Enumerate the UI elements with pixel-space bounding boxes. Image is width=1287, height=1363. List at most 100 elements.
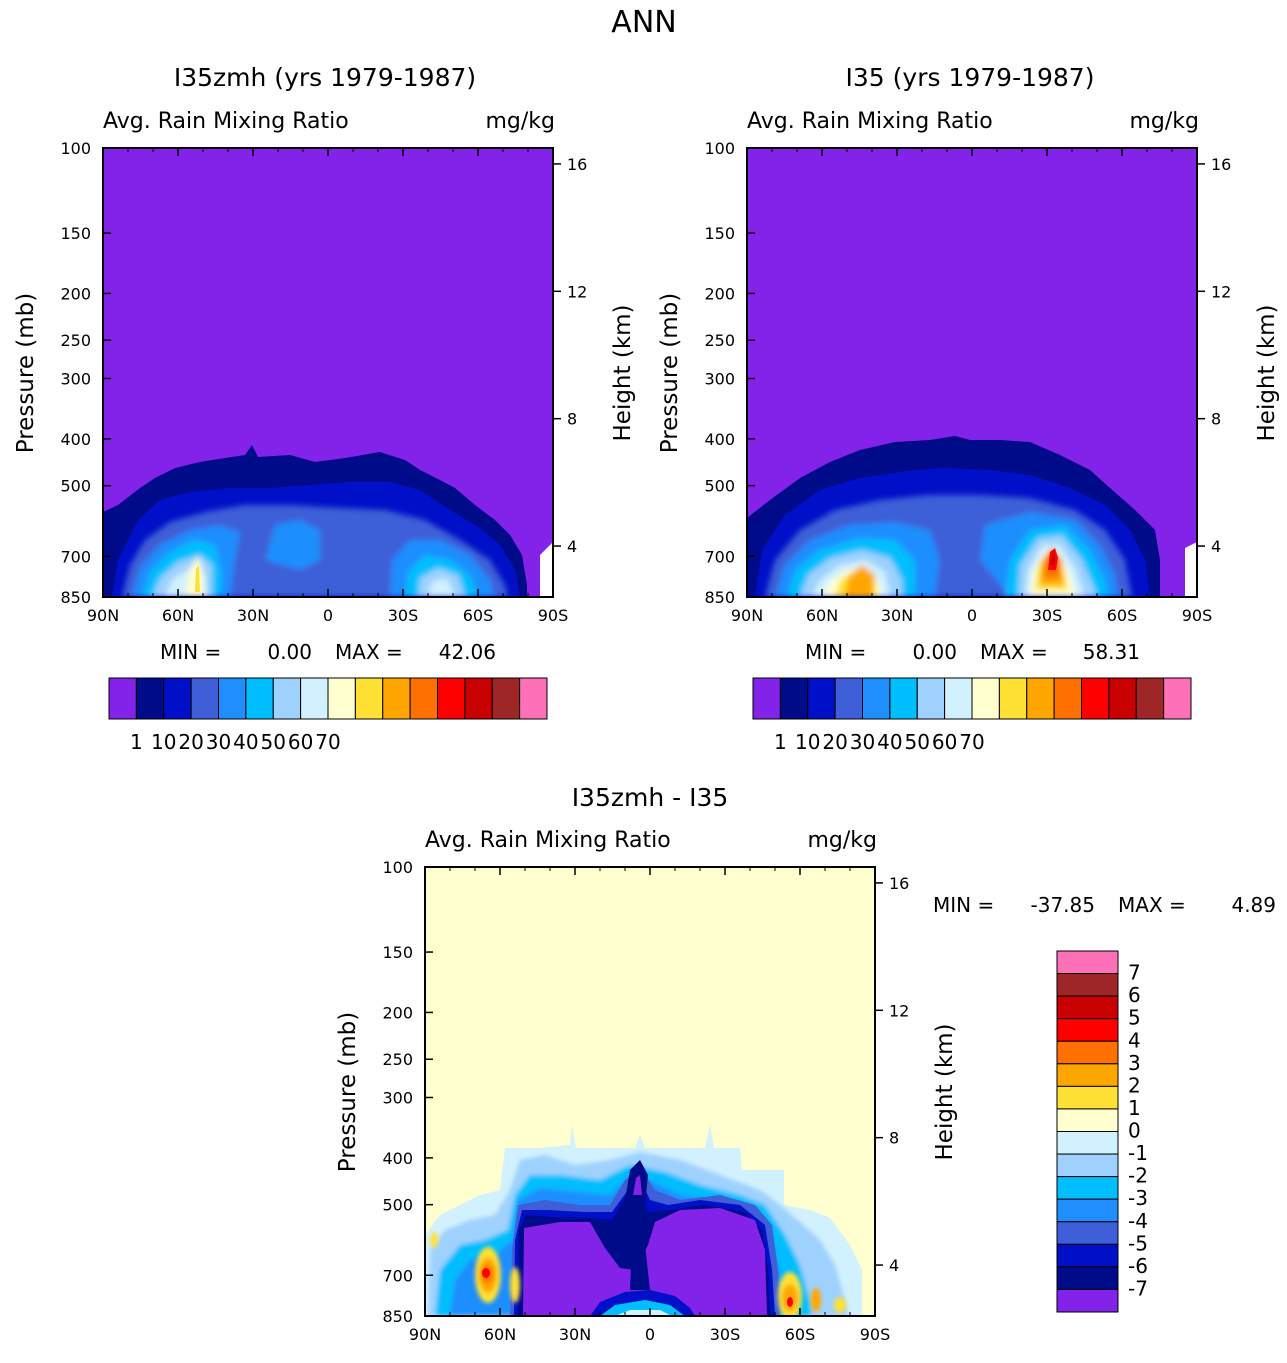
y-tick-label: 100 [60,139,91,158]
colorbar-box [971,677,1000,720]
colorbar-label: 6 [1128,983,1141,1007]
y-tick-label: 250 [704,331,735,350]
stats-min-value: 0.00 [267,640,312,664]
colorbar-label: -2 [1128,1164,1148,1188]
colorbar-label: 70 [959,730,984,754]
contour-field [103,148,553,597]
colorbar: 1 10 20 30 40 50 60 70 [108,677,548,754]
colorbar-box [998,677,1028,720]
x-tick-label: 0 [967,606,977,625]
stats-max-label: MAX = [1118,893,1186,917]
pos-core-1 [482,1268,490,1278]
missing-data [540,542,553,597]
contour-band-4c [265,520,320,570]
x-tick-label: 30S [710,1325,741,1344]
axes: 90N 60N 30N 0 30S 60S 90S 100 150 200 250 300 400 500… [60,139,587,625]
y-tick-label: 300 [704,369,735,388]
colorbar-box [1026,677,1055,720]
panel-title: I35zmh (yrs 1979-1987) [174,63,476,92]
colorbar-box [1081,677,1110,720]
axes: 90N 60N 30N 0 30S 60S 90S 100 150 200 250 300 400 500… [382,858,909,1344]
y2-tick-label: 16 [1211,155,1231,174]
colorbar-label: 0 [1128,1119,1141,1143]
stats-min-label: MIN = [805,640,866,664]
y2-axis-label: Height (km) [1254,304,1280,441]
stats-max-value: 4.89 [1231,893,1276,917]
axes: 90N 60N 30N 0 30S 60S 90S 100 150 200 250 300 400 500… [704,139,1231,625]
colorbar-box [1056,973,1119,997]
y2-tick-label: 4 [1211,537,1221,556]
colorbar-label: 3 [1128,1051,1141,1075]
x-tick-label: 60N [162,606,194,625]
x-tick-label: 30N [559,1325,591,1344]
colorbar-label: -4 [1128,1209,1148,1233]
colorbar-box [1108,677,1137,720]
pos-blob-3 [811,1288,821,1312]
x-tick-label: 0 [645,1325,655,1344]
colorbar-box [1053,677,1082,720]
colorbar-label: 40 [877,730,902,754]
colorbar-box [944,677,973,720]
colorbar-box [834,677,863,720]
colorbar-box [807,677,836,720]
units-label: mg/kg [1129,109,1199,134]
y-tick-label: 200 [60,284,91,303]
x-tick-label: 30S [388,606,419,625]
y-tick-label: 500 [60,477,91,496]
y2-tick-label: 16 [889,874,909,893]
colorbar-label: -5 [1128,1231,1148,1255]
y2-axis-label: Height (km) [610,304,636,441]
colorbar-label: 10 [151,730,176,754]
colorbar-box [327,677,356,720]
stats-max-label: MAX = [335,640,403,664]
colorbar-box [1056,1040,1119,1065]
x-tick-label: 0 [323,606,333,625]
y-tick-label: 500 [382,1196,413,1215]
y-tick-label: 150 [382,943,413,962]
y-axis-label: Pressure (mb) [657,293,683,453]
colorbar-label: -3 [1128,1186,1148,1210]
y2-tick-label: 8 [889,1129,899,1148]
units-label: mg/kg [807,828,877,853]
x-tick-label: 30S [1032,606,1063,625]
stats-min-label: MIN = [933,893,994,917]
colorbar-box [245,677,274,720]
panel-1: I35zmh (yrs 1979-1987) Avg. Rain Mixing … [13,63,636,754]
x-tick-label: 60N [484,1325,516,1344]
y-tick-label: 300 [60,369,91,388]
y-tick-label: 100 [704,139,735,158]
units-label: mg/kg [485,109,555,134]
x-tick-label: 90N [409,1325,441,1344]
colorbar-box [1056,1198,1119,1223]
x-tick-label: 30N [881,606,913,625]
colorbar-label: 4 [1128,1028,1141,1052]
x-tick-label: 60S [1107,606,1138,625]
colorbar-box [1056,1153,1119,1178]
colorbar-label: 50 [261,730,286,754]
colorbar-box [862,677,891,720]
colorbar-label: 1 [774,730,787,754]
x-tick-label: 90S [538,606,569,625]
y-tick-label: 150 [60,224,91,243]
y-tick-label: 250 [60,331,91,350]
stats-max-value: 42.06 [439,640,496,664]
y-tick-label: 400 [60,430,91,449]
colorbar-label: 70 [315,730,340,754]
colorbar-box [889,677,918,720]
y2-tick-label: 12 [567,282,587,301]
y-tick-label: 850 [60,588,91,607]
colorbar-box [1056,1018,1119,1042]
stats-min-value: 0.00 [912,640,957,664]
stats-min-value: -37.85 [1031,893,1095,917]
colorbar-box [1056,950,1119,975]
upper-blob-core [633,1175,642,1195]
colorbar-label: -7 [1128,1276,1148,1300]
colorbar-box [1163,677,1192,720]
variable-label: Avg. Rain Mixing Ratio [747,109,993,134]
colorbar-box [1056,1288,1119,1313]
y-axis-label: Pressure (mb) [335,1012,361,1172]
colorbar-box [1056,1131,1119,1155]
y-tick-label: 700 [60,547,91,566]
colorbar-label: 2 [1128,1073,1141,1097]
x-tick-label: 90N [731,606,763,625]
